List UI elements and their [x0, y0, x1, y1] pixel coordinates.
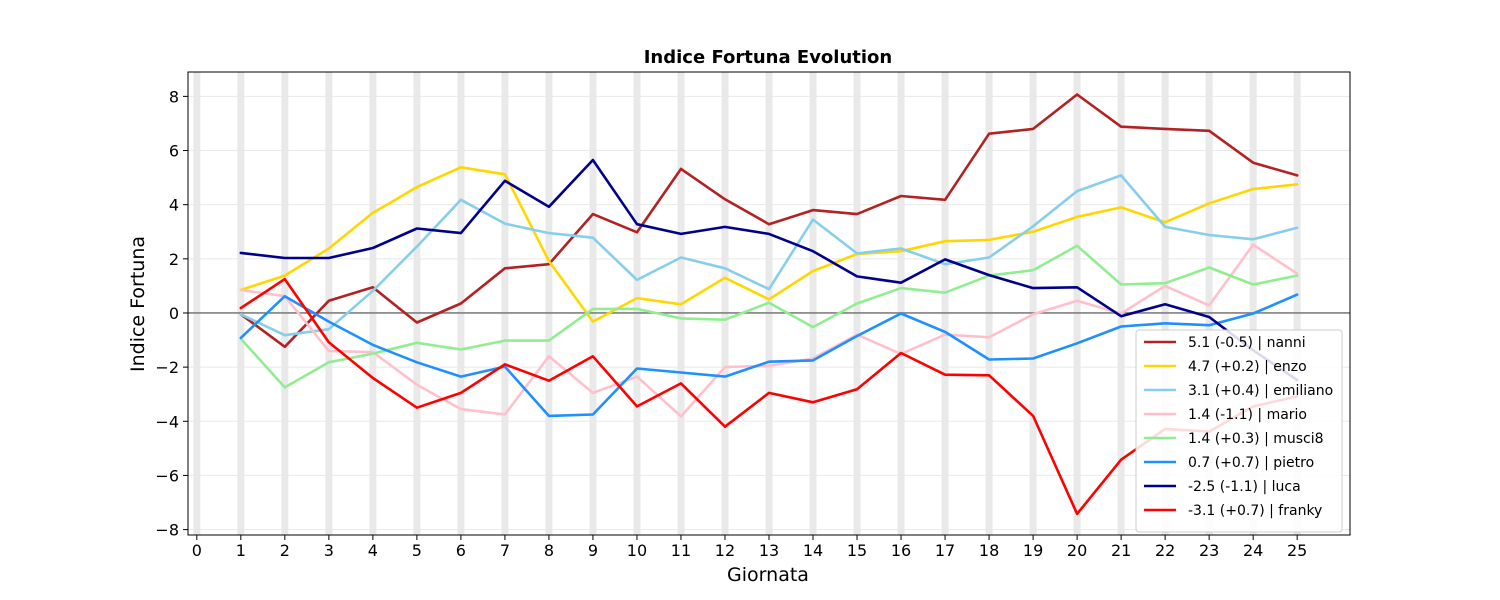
round-stripe-25 [1293, 72, 1301, 535]
x-tick-label-11: 11 [671, 541, 691, 560]
y-tick-label-0: −8 [155, 521, 179, 540]
x-tick-label-7: 7 [500, 541, 510, 560]
x-axis-ticks: 0 1 2 3 4 5 6 7 8 9 10 11 12 13 14 15 16 17 18 19 20 21 22 23 24… [192, 535, 1307, 560]
y-tick-label-4: 0 [169, 304, 179, 323]
x-tick-label-3: 3 [324, 541, 334, 560]
round-stripe-5 [413, 72, 421, 535]
round-stripe-14 [809, 72, 817, 535]
x-tick-label-12: 12 [715, 541, 735, 560]
round-stripe-2 [281, 72, 289, 535]
x-tick-label-19: 19 [1023, 541, 1043, 560]
y-tick-label-1: −6 [155, 466, 179, 485]
legend-label-0: 5.1 (-0.5) | nanni [1188, 335, 1306, 351]
legend-label-2: 3.1 (+0.4) | emiliano [1188, 383, 1333, 399]
legend-label-1: 4.7 (+0.2) | enzo [1188, 359, 1307, 375]
round-stripe-19 [1029, 72, 1037, 535]
y-tick-label-6: 4 [169, 196, 179, 215]
x-tick-label-13: 13 [759, 541, 779, 560]
legend: 5.1 (-0.5) | nanni 4.7 (+0.2) | enzo 3.1 (… [1135, 329, 1343, 533]
x-tick-label-21: 21 [1111, 541, 1131, 560]
legend-box [1135, 329, 1343, 533]
round-stripe-21 [1117, 72, 1125, 535]
round-stripe-18 [985, 72, 993, 535]
x-axis-label: Giornata [727, 564, 809, 586]
legend-label-7: -3.1 (+0.7) | franky [1188, 503, 1322, 519]
x-tick-label-22: 22 [1155, 541, 1175, 560]
round-stripe-12 [721, 72, 729, 535]
x-tick-label-23: 23 [1199, 541, 1219, 560]
series-line-6 [239, 158, 1299, 382]
y-tick-label-8: 8 [169, 87, 179, 106]
x-tick-label-0: 0 [192, 541, 202, 560]
y-axis-label: Indice Fortuna [127, 236, 149, 372]
x-tick-label-1: 1 [236, 541, 246, 560]
round-stripe-17 [941, 72, 949, 535]
round-stripe-4 [369, 72, 377, 535]
legend-label-3: 1.4 (-1.1) | mario [1188, 407, 1307, 423]
round-stripe-1 [237, 72, 245, 535]
x-tick-label-16: 16 [891, 541, 911, 560]
legend-label-4: 1.4 (+0.3) | musci8 [1188, 431, 1324, 447]
series-line-1 [239, 166, 1299, 323]
round-stripe-3 [325, 72, 333, 535]
chart-title: Indice Fortuna Evolution [644, 47, 893, 68]
series-line-4 [239, 244, 1299, 389]
y-tick-label-3: −2 [155, 358, 179, 377]
round-stripe-20 [1073, 72, 1081, 535]
series-line-5 [239, 293, 1299, 418]
x-tick-label-4: 4 [368, 541, 378, 560]
series-line-0 [239, 93, 1299, 349]
x-tick-label-9: 9 [588, 541, 598, 560]
round-stripe-16 [897, 72, 905, 535]
x-tick-label-5: 5 [412, 541, 422, 560]
round-stripe-0 [193, 72, 201, 535]
x-tick-label-24: 24 [1243, 541, 1263, 560]
y-tick-label-5: 2 [169, 250, 179, 269]
series-line-7 [239, 277, 1299, 516]
x-tick-label-14: 14 [803, 541, 823, 560]
round-stripe-10 [633, 72, 641, 535]
round-stripe-9 [589, 72, 597, 535]
series-line-3 [239, 243, 1299, 418]
x-tick-label-18: 18 [979, 541, 999, 560]
x-tick-label-8: 8 [544, 541, 554, 560]
series-line-2 [239, 174, 1299, 337]
y-tick-label-7: 6 [169, 142, 179, 161]
legend-label-5: 0.7 (+0.7) | pietro [1188, 455, 1314, 471]
x-tick-label-17: 17 [935, 541, 955, 560]
series-lines [239, 93, 1299, 516]
y-tick-label-2: −4 [155, 412, 179, 431]
legend-label-6: -2.5 (-1.1) | luca [1188, 479, 1301, 495]
round-stripe-8 [545, 72, 553, 535]
y-axis-ticks: −8 −6 −4 −2 0 2 4 6 8 [155, 87, 188, 540]
round-stripe-7 [501, 72, 509, 535]
x-tick-label-6: 6 [456, 541, 466, 560]
round-stripe-24 [1249, 72, 1257, 535]
x-tick-label-15: 15 [847, 541, 867, 560]
x-tick-label-10: 10 [627, 541, 647, 560]
x-tick-label-25: 25 [1287, 541, 1307, 560]
x-tick-label-2: 2 [280, 541, 290, 560]
x-tick-label-20: 20 [1067, 541, 1087, 560]
